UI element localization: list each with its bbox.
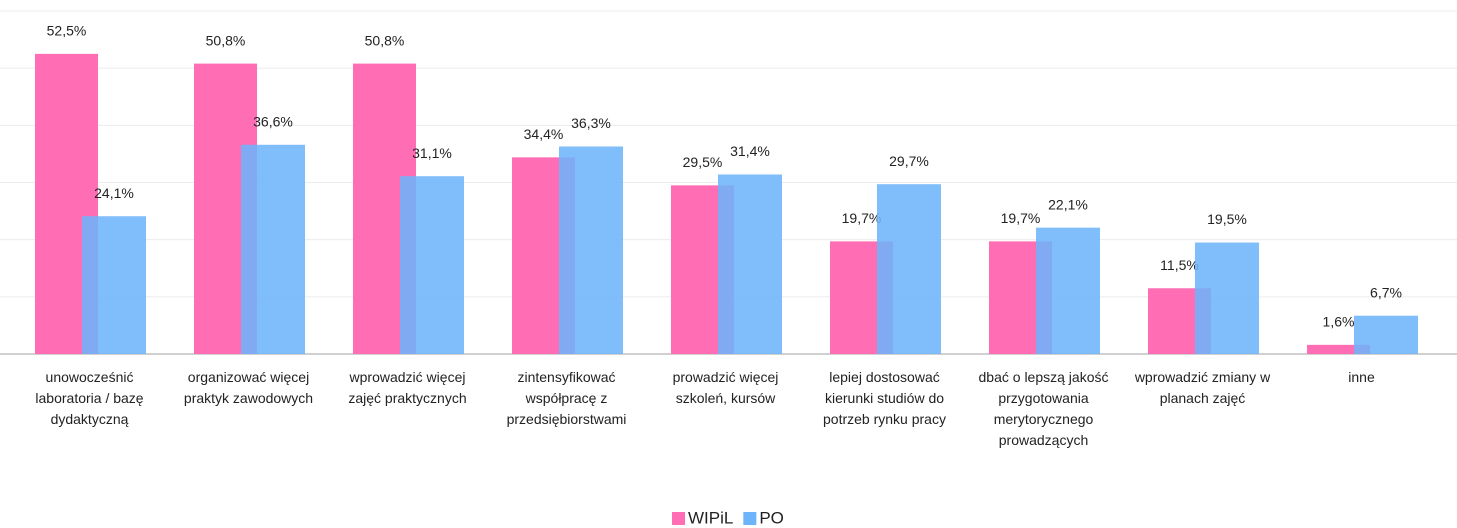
legend-label: PO — [759, 508, 784, 527]
x-tick-label: organizować więcej praktyk zawodowych — [183, 369, 314, 406]
value-label: 36,6% — [253, 113, 293, 129]
value-label: 19,7% — [1001, 210, 1041, 226]
value-label: 29,7% — [889, 153, 929, 169]
value-label: 24,1% — [94, 185, 134, 201]
bar — [1036, 227, 1100, 354]
value-label: 19,5% — [1207, 211, 1247, 227]
x-tick-label: zintensyfikować współpracę z przedsiębio… — [506, 369, 627, 427]
x-tick-label: wprowadzić więcej zajęć praktycznych — [348, 369, 467, 406]
bar — [877, 184, 941, 354]
x-tick-label: lepiej dostosować kierunki studiów do po… — [823, 369, 946, 427]
bar — [1354, 315, 1418, 354]
value-label: 6,7% — [1370, 284, 1402, 300]
bar — [1195, 242, 1259, 354]
value-label: 22,1% — [1048, 196, 1088, 212]
bar — [241, 144, 305, 354]
value-label: 31,4% — [730, 143, 770, 159]
value-label: 11,5% — [1160, 257, 1199, 273]
bar — [1307, 344, 1370, 354]
value-label: 52,5% — [47, 23, 87, 39]
x-tick-label: unowocześnić laboratoria / bazę dydaktyc… — [35, 369, 144, 427]
bar — [559, 146, 623, 354]
bar — [718, 174, 782, 354]
legend-swatch — [672, 512, 685, 525]
value-label: 31,1% — [412, 145, 452, 161]
legend-swatch — [743, 512, 757, 525]
x-tick-label: dbać o lepszą jakość przygotowania meryt… — [978, 369, 1109, 448]
value-label: 50,8% — [206, 32, 246, 48]
value-label: 1,6% — [1323, 314, 1355, 330]
legend-label: WIPiL — [688, 508, 733, 527]
x-tick-label: prowadzić więcej szkoleń, kursów — [672, 369, 779, 406]
value-label: 36,3% — [571, 115, 611, 131]
bar — [82, 216, 146, 354]
x-tick-label: wprowadzić zmiany w planach zajęć — [1134, 369, 1271, 406]
value-label: 34,4% — [524, 126, 564, 142]
value-label: 50,8% — [365, 32, 405, 48]
value-label: 19,7% — [842, 210, 882, 226]
bar — [400, 176, 464, 354]
value-label: 29,5% — [683, 154, 723, 170]
x-tick-label: inne — [1348, 369, 1375, 385]
